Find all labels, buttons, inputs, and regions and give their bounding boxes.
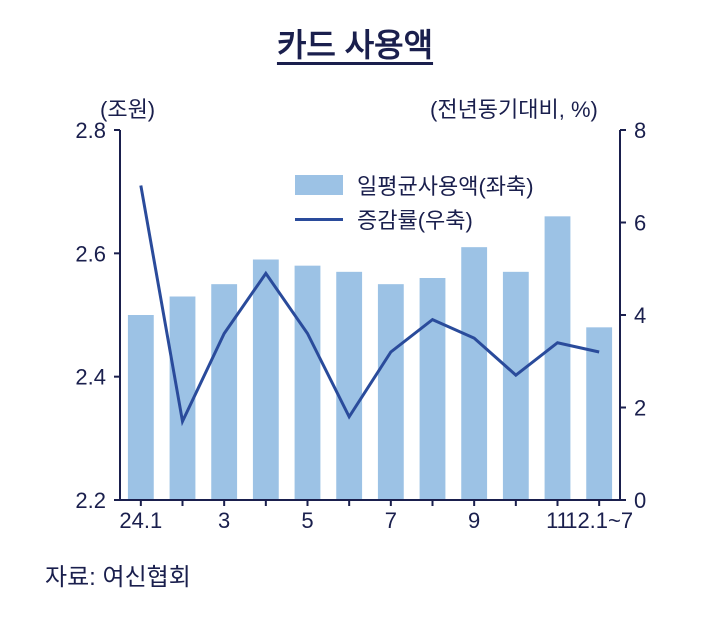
bar [295, 266, 321, 500]
bar [253, 260, 279, 501]
x-tick-label: 9 [468, 508, 480, 533]
y1-tick-label: 2.2 [75, 488, 106, 513]
x-tick-label: 7 [385, 508, 397, 533]
bar [503, 272, 529, 500]
legend-item-bar: 일평균사용액(좌축) [295, 168, 595, 202]
y2-tick-label: 8 [634, 118, 646, 143]
chart-title: 카드 사용액 [0, 20, 710, 66]
x-tick-label: 3 [218, 508, 230, 533]
legend-item-line: 증감률(우축) [295, 202, 595, 236]
bar [378, 284, 404, 500]
y1-tick-label: 2.6 [75, 241, 106, 266]
y1-tick-label: 2.8 [75, 118, 106, 143]
legend-line-label: 증감률(우축) [357, 203, 473, 235]
source-label: 자료: 여신협회 [45, 557, 191, 592]
bar [211, 284, 237, 500]
bar [461, 247, 487, 500]
legend-bar-swatch [295, 175, 343, 195]
y1-unit-label: (조원) [100, 92, 155, 124]
chart-container: 카드 사용액 (조원) (전년동기대비, %) 2.22.42.62.80246… [0, 0, 710, 617]
y1-tick-label: 2.4 [75, 365, 106, 390]
bar [545, 216, 571, 500]
x-tick-label: 5 [301, 508, 313, 533]
bar [420, 278, 446, 500]
bar [586, 327, 612, 500]
x-tick-label: 12.1~7 [565, 508, 633, 533]
y2-tick-label: 2 [634, 396, 646, 421]
bar [128, 315, 154, 500]
x-tick-label: 24.1 [119, 508, 162, 533]
bar [170, 297, 196, 501]
plot-area: 2.22.42.62.80246824.135791112.1~7 일평균사용액… [120, 130, 620, 500]
y2-tick-label: 4 [634, 303, 646, 328]
y2-tick-label: 6 [634, 211, 646, 236]
legend-line-swatch [295, 218, 343, 221]
y2-tick-label: 0 [634, 488, 646, 513]
legend: 일평균사용액(좌축) 증감률(우축) [295, 168, 595, 236]
bar [336, 272, 362, 500]
legend-bar-label: 일평균사용액(좌축) [357, 169, 534, 201]
y2-unit-label: (전년동기대비, %) [430, 92, 598, 124]
